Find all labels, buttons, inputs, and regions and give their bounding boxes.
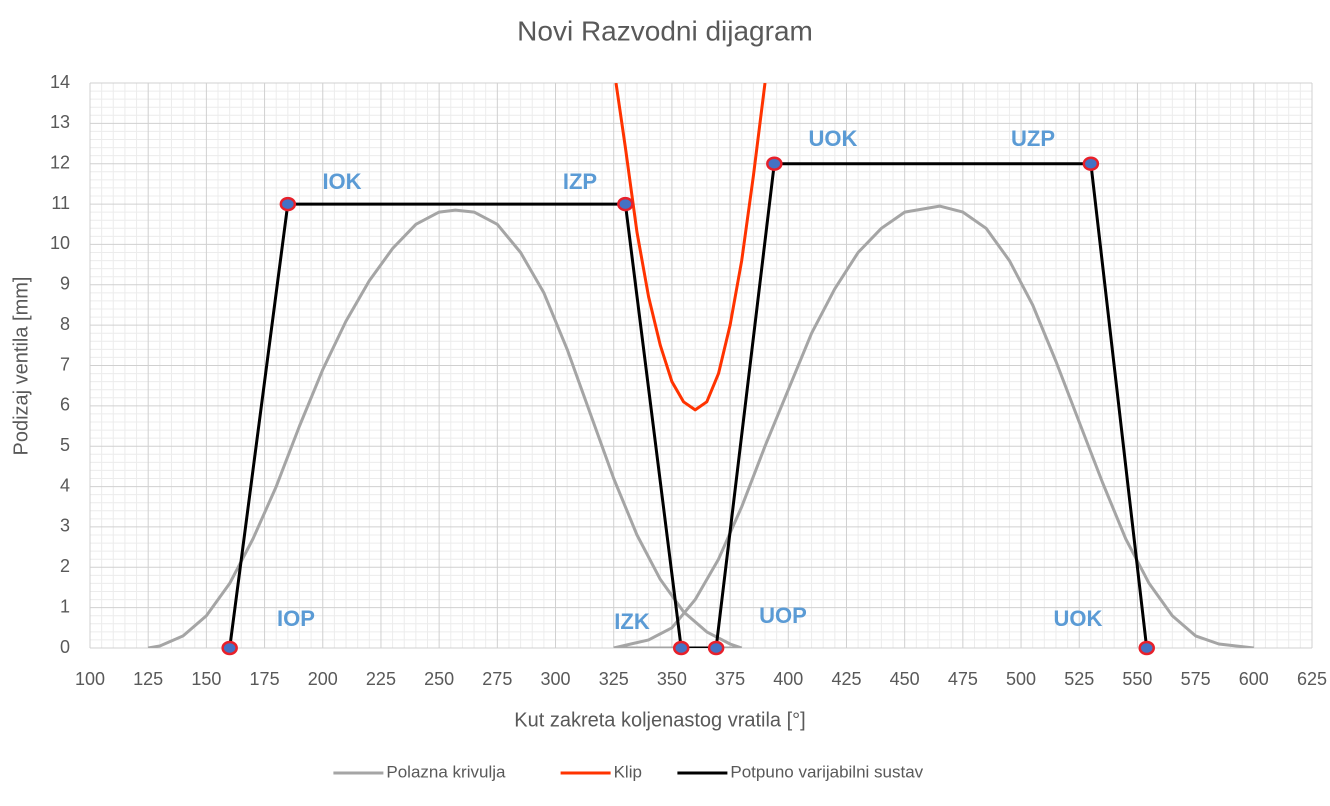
x-axis-label: Kut zakreta koljenastog vratila [°] [514, 709, 805, 731]
x-tick-label: 300 [541, 669, 571, 689]
y-tick-label: 10 [50, 233, 70, 253]
y-tick-label: 7 [60, 354, 70, 374]
y-tick-label: 1 [60, 596, 70, 616]
marker [1082, 156, 1100, 171]
x-tick-label: 425 [831, 669, 861, 689]
legend-label: Klip [614, 762, 642, 781]
marker [766, 156, 783, 171]
x-tick-label: 550 [1122, 669, 1152, 689]
y-tick-label: 14 [50, 72, 70, 92]
legend-label: Potpuno varijabilni sustav [730, 762, 923, 781]
y-tick-label: 13 [50, 112, 70, 132]
chart-title: Novi Razvodni dijagram [517, 15, 813, 46]
x-tick-label: 275 [482, 669, 512, 689]
x-tick-label: 475 [948, 669, 978, 689]
x-tick-label: 250 [424, 669, 454, 689]
marker [279, 196, 297, 212]
y-tick-label: 9 [60, 274, 70, 294]
x-tick-label: 450 [890, 669, 920, 689]
x-tick-label: 225 [366, 669, 396, 689]
x-tick-label: 625 [1297, 669, 1327, 689]
x-tick-label: 500 [1006, 669, 1036, 689]
y-tick-label: 2 [60, 556, 70, 576]
marker [672, 640, 690, 656]
y-tick-label: 0 [60, 637, 70, 657]
x-tick-label: 325 [599, 669, 629, 689]
x-tick-label: 100 [75, 669, 105, 689]
x-tick-label: 175 [250, 669, 280, 689]
y-tick-label: 3 [60, 516, 70, 536]
annotation: UOP [759, 603, 807, 628]
legend-label: Polazna krivulja [386, 762, 506, 781]
x-tick-label: 600 [1239, 669, 1269, 689]
annotation: IOP [277, 606, 315, 631]
y-tick-label: 6 [60, 395, 70, 415]
annotation: UOK [809, 126, 858, 151]
overlay: IOP IOK IZP IZK UOP UOK UZP UOK Polazna krivulja… [221, 126, 1155, 781]
annotation: IZP [563, 169, 597, 194]
marker [1138, 640, 1155, 656]
annotation: IZK [614, 609, 650, 634]
y-axis-label: Podizaj ventila [mm] [10, 277, 32, 456]
y-tick-label: 11 [51, 193, 70, 213]
x-tick-label: 200 [308, 669, 338, 689]
annotation: UZP [1011, 126, 1055, 151]
y-tick-label: 5 [60, 435, 70, 455]
x-tick-label: 400 [773, 669, 803, 689]
x-tick-label: 125 [133, 669, 163, 689]
y-tick-label: 8 [60, 314, 70, 334]
x-tick-label: 350 [657, 669, 687, 689]
x-tick-label: 575 [1181, 669, 1211, 689]
marker [617, 196, 634, 212]
series-line [147, 204, 1254, 648]
marker [221, 640, 238, 656]
x-tick-label: 150 [191, 669, 221, 689]
y-tick-label: 12 [50, 152, 70, 172]
series-line [228, 162, 1149, 648]
y-tick-label: 4 [60, 475, 70, 495]
plot-area [147, 83, 1254, 648]
grid: 100 125 150 175 200 225 250 275 300 325 350 375 400 4… [50, 72, 1327, 689]
x-tick-label: 525 [1064, 669, 1094, 689]
x-tick-label: 375 [715, 669, 745, 689]
annotation: UOK [1054, 606, 1103, 631]
series-line [614, 83, 767, 412]
annotation: IOK [322, 169, 361, 194]
marker [707, 640, 725, 656]
